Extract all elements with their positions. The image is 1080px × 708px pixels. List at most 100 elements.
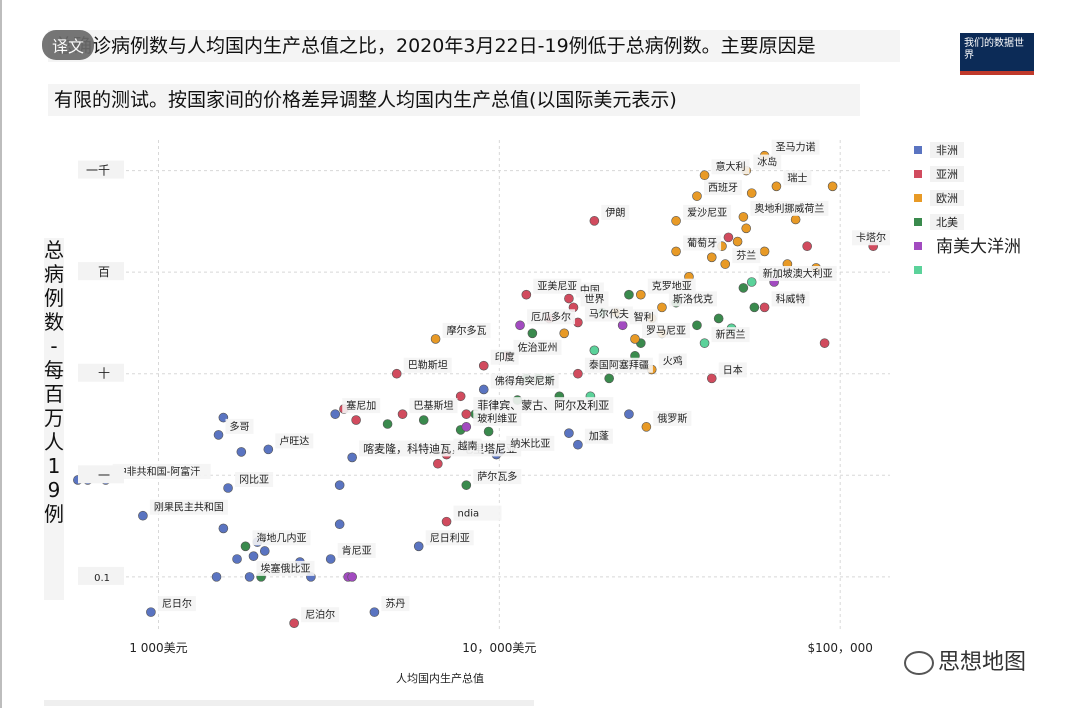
data-point[interactable] bbox=[369, 607, 380, 617]
data-point[interactable] bbox=[738, 283, 749, 293]
data-point[interactable] bbox=[391, 368, 402, 379]
data-point[interactable] bbox=[146, 607, 156, 617]
point-label: 巴基斯坦 bbox=[414, 399, 454, 412]
data-point[interactable] bbox=[573, 368, 583, 379]
data-point[interactable] bbox=[461, 480, 472, 490]
data-point[interactable] bbox=[802, 241, 812, 252]
data-point[interactable] bbox=[589, 216, 600, 226]
point-label: 泰国阿塞拜疆 bbox=[589, 359, 649, 372]
data-point[interactable] bbox=[455, 391, 466, 402]
data-point[interactable] bbox=[213, 430, 224, 440]
data-point[interactable] bbox=[527, 328, 538, 339]
data-point[interactable] bbox=[706, 373, 717, 384]
data-point[interactable] bbox=[382, 419, 393, 429]
legend-item[interactable] bbox=[910, 260, 1030, 282]
data-point[interactable] bbox=[699, 338, 710, 348]
y-tick-bg bbox=[78, 566, 124, 585]
data-point[interactable] bbox=[741, 223, 752, 234]
data-point[interactable] bbox=[478, 384, 489, 395]
point-label: 新加坡澳大利亚 bbox=[763, 267, 833, 280]
data-point[interactable] bbox=[723, 232, 734, 243]
data-point[interactable] bbox=[433, 458, 443, 469]
data-point[interactable] bbox=[351, 415, 361, 425]
data-point[interactable] bbox=[692, 191, 702, 201]
data-point[interactable] bbox=[732, 236, 743, 247]
data-point[interactable] bbox=[347, 572, 357, 582]
data-point[interactable] bbox=[759, 246, 770, 257]
data-point[interactable] bbox=[397, 409, 408, 419]
point-label: 摩尔多瓦 bbox=[447, 324, 487, 337]
point-label-bg bbox=[683, 235, 722, 251]
data-point[interactable] bbox=[418, 415, 429, 425]
data-point[interactable] bbox=[720, 259, 731, 269]
owid-logo[interactable]: 我们的数据世界 bbox=[960, 33, 1034, 75]
data-point[interactable] bbox=[790, 214, 801, 225]
legend-item[interactable]: 欧洲 bbox=[910, 188, 1030, 210]
data-point[interactable] bbox=[573, 439, 583, 450]
data-point[interactable] bbox=[706, 252, 717, 263]
data-point[interactable] bbox=[564, 428, 574, 438]
data-point[interactable] bbox=[630, 334, 640, 344]
data-point[interactable] bbox=[604, 373, 614, 384]
data-point[interactable] bbox=[330, 409, 341, 419]
data-point[interactable] bbox=[671, 246, 681, 257]
data-point[interactable] bbox=[461, 409, 472, 419]
data-point[interactable] bbox=[692, 320, 702, 331]
data-point[interactable] bbox=[248, 551, 259, 561]
data-point[interactable] bbox=[334, 480, 345, 490]
data-point[interactable] bbox=[819, 338, 830, 348]
data-point[interactable] bbox=[749, 302, 760, 313]
legend-item[interactable]: 北美 bbox=[910, 212, 1030, 234]
data-point[interactable] bbox=[559, 328, 570, 339]
data-point[interactable] bbox=[138, 510, 148, 521]
data-point[interactable] bbox=[746, 277, 757, 287]
data-point[interactable] bbox=[624, 289, 634, 300]
data-point[interactable] bbox=[657, 302, 667, 313]
data-point[interactable] bbox=[617, 320, 628, 331]
data-point[interactable] bbox=[589, 345, 600, 356]
data-point[interactable] bbox=[564, 293, 574, 304]
data-point[interactable] bbox=[347, 452, 357, 463]
data-point[interactable] bbox=[671, 216, 681, 226]
data-point[interactable] bbox=[232, 554, 242, 564]
data-point[interactable] bbox=[699, 170, 710, 181]
data-point[interactable] bbox=[515, 320, 525, 331]
data-point[interactable] bbox=[236, 447, 247, 457]
point-label-bg bbox=[256, 560, 315, 576]
legend-item[interactable]: 亚洲 bbox=[910, 164, 1030, 186]
data-point[interactable] bbox=[325, 554, 336, 564]
data-point[interactable] bbox=[738, 212, 749, 222]
data-point[interactable] bbox=[289, 618, 299, 628]
data-point[interactable] bbox=[218, 523, 229, 534]
data-point[interactable] bbox=[478, 360, 489, 371]
data-point[interactable] bbox=[827, 181, 838, 192]
point-label-bg bbox=[112, 463, 211, 479]
data-point[interactable] bbox=[771, 181, 782, 192]
data-point[interactable] bbox=[259, 546, 270, 556]
y-axis-label-char: 9 bbox=[47, 478, 61, 502]
data-point[interactable] bbox=[521, 289, 532, 300]
data-point[interactable] bbox=[413, 541, 424, 552]
y-tick-label: 百 bbox=[98, 265, 110, 279]
data-point[interactable] bbox=[641, 422, 652, 432]
data-point[interactable] bbox=[624, 409, 634, 419]
data-point[interactable] bbox=[430, 334, 441, 344]
data-point[interactable] bbox=[263, 444, 274, 455]
data-point[interactable] bbox=[746, 188, 757, 198]
data-point[interactable] bbox=[223, 483, 233, 493]
legend-label: 南美大洋洲 bbox=[936, 237, 1021, 257]
data-point[interactable] bbox=[635, 289, 646, 300]
legend-item[interactable]: 南美大洋洲 bbox=[910, 236, 1030, 258]
data-point[interactable] bbox=[441, 516, 452, 527]
data-point[interactable] bbox=[759, 302, 770, 313]
legend-item[interactable]: 非洲 bbox=[910, 140, 1030, 162]
data-point[interactable] bbox=[483, 426, 494, 437]
data-point[interactable] bbox=[461, 422, 472, 432]
data-point[interactable] bbox=[240, 541, 251, 552]
data-point[interactable] bbox=[713, 313, 724, 324]
data-point[interactable] bbox=[334, 519, 345, 530]
point-label: 埃塞俄比亚 bbox=[261, 562, 311, 575]
data-point[interactable] bbox=[211, 572, 222, 582]
data-point[interactable] bbox=[244, 572, 255, 582]
translate-badge[interactable]: 译文 bbox=[42, 30, 95, 60]
